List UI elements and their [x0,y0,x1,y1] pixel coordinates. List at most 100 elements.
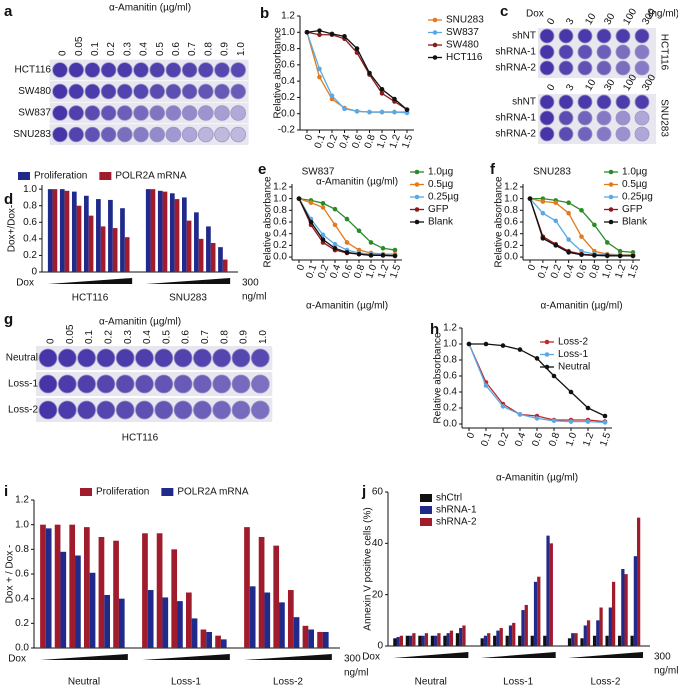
bar [47,189,53,272]
bar [621,569,625,646]
point [379,86,385,92]
legend-swatch [18,172,30,180]
legend-marker [432,42,438,48]
x-tick-label: 1.2 [613,263,628,280]
group-label: HCT116 [72,293,109,304]
series-line [529,198,633,257]
well [133,105,149,121]
point [466,341,472,347]
column-label: 0.3 [123,330,134,344]
legend-swatch [420,518,432,526]
x-tick-label: 0.4 [562,263,577,280]
well [615,110,631,126]
bar [222,259,228,272]
bar [71,191,77,272]
well [149,83,166,100]
well [212,374,232,394]
point [404,107,410,112]
group-label: Loss-1 [171,677,201,688]
group-label: SNU283 [169,293,207,304]
point [332,206,338,212]
column-label: 0.8 [203,42,214,56]
x-tick-label: 0.6 [530,431,545,448]
bar [177,601,183,648]
y-tick-label: 0.2 [273,240,287,251]
dose-unit: ng/ml [654,666,678,677]
well [52,62,68,78]
bar [108,199,113,272]
well [634,28,650,44]
point [540,210,546,216]
well [192,374,212,394]
y-tick-label: 0.6 [23,217,37,228]
well [539,28,555,44]
bar [637,517,641,646]
legend-marker [608,219,614,225]
bar [200,629,207,648]
well [558,110,574,126]
bar [40,524,46,648]
row-label: SW837 [18,108,51,119]
x-tick-label: 1.0 [364,263,379,280]
bar [104,594,111,648]
dose-ramp [142,654,230,660]
well [57,348,77,368]
bar [249,586,256,648]
legend-marker [544,364,550,370]
bar [194,212,199,272]
row-label: Loss-2 [8,405,38,416]
bar [409,635,413,646]
point [392,96,397,102]
point [380,246,386,251]
well [68,105,84,121]
well [615,44,631,60]
bar [84,195,89,272]
point [602,420,608,425]
bar [480,638,484,646]
point [579,234,584,239]
column-label: 0.3 [122,42,133,56]
bar [64,190,70,272]
dox-label: Dox [16,278,34,289]
legend-label: 0.5µg [622,179,647,190]
well [100,83,117,100]
y-tick-label: 20 [372,589,384,600]
y-axis-label: Relative absorbance [433,332,444,424]
row-label: shRNA-2 [495,129,536,140]
well [212,400,232,420]
well [68,126,84,143]
bar [434,635,438,646]
point [344,240,350,245]
point [317,66,322,72]
bar [393,638,397,646]
bar [215,635,221,648]
bar [279,602,285,648]
column-label: 1.0 [258,330,269,344]
bar [100,226,106,272]
y-tick-label: 0.4 [443,387,457,398]
y-tick-label: 0.4 [504,228,518,239]
x-tick-label: 0.8 [363,133,378,150]
bar [69,524,76,648]
x-axis-label: α-Amanitin (µg/ml) [540,301,622,312]
bar [533,581,538,646]
y-tick-label: 0.2 [504,240,518,251]
point [332,241,338,247]
group-label: Neutral [68,677,100,688]
y-tick-label: 1.2 [15,495,29,506]
y-tick-label: 0 [31,267,37,278]
y-axis-label: Relative absorbance [273,27,284,119]
point [602,413,608,419]
bar [583,625,587,646]
bar [206,226,211,272]
point [553,243,559,248]
bar [302,625,309,648]
legend-marker [414,194,420,200]
panel-letter: b [260,5,269,22]
point [344,250,350,255]
series-line [306,31,408,111]
bar [210,243,216,272]
well [596,110,612,126]
well [231,348,251,368]
well [181,62,198,78]
